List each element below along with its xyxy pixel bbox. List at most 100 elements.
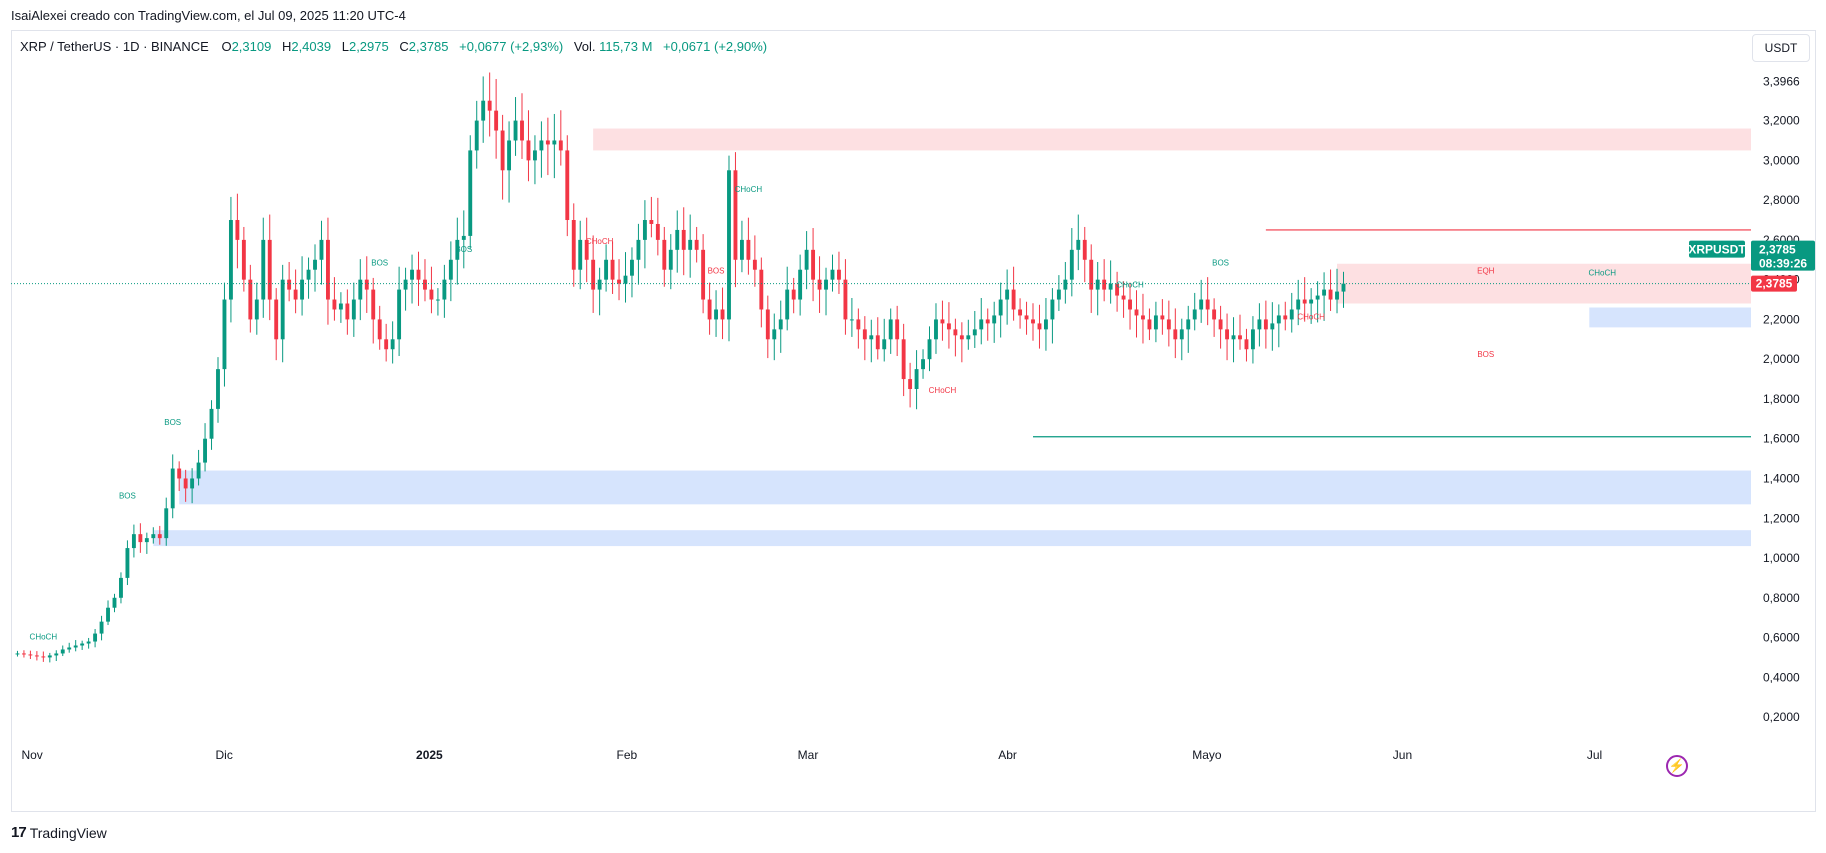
close-label: C <box>399 39 409 54</box>
close-value: 2,3785 <box>408 39 449 54</box>
candle-body <box>15 653 20 655</box>
candle-body <box>86 641 91 644</box>
candle-body <box>390 339 395 350</box>
candle-body <box>254 299 259 320</box>
candle-body <box>429 289 434 300</box>
candle-body <box>60 649 65 654</box>
candle-body <box>1335 291 1339 300</box>
candle-body <box>468 150 473 236</box>
currency-button[interactable]: USDT <box>1752 34 1810 62</box>
candle-body <box>1283 315 1288 320</box>
candle-body <box>216 369 220 409</box>
candle-body <box>1270 323 1275 330</box>
y-tick-label: 2,8000 <box>1763 193 1800 207</box>
candle-body <box>985 319 990 324</box>
structure-label: CHoCH <box>1297 312 1325 321</box>
candle-body <box>1225 329 1229 340</box>
demand-zone <box>179 470 1751 505</box>
candle-body <box>1089 259 1094 290</box>
symbol-title[interactable]: XRP / TetherUS · 1D · BINANCE <box>20 39 209 54</box>
candle-body <box>1250 329 1255 350</box>
candle-body <box>397 289 402 340</box>
high-value: 2,4039 <box>291 39 332 54</box>
candle-body <box>1205 299 1210 310</box>
candle-body <box>93 633 98 642</box>
candle-body <box>875 335 880 350</box>
candle-body <box>752 259 757 270</box>
candle-body <box>1328 289 1333 300</box>
candle-body <box>1296 299 1301 310</box>
candle-body <box>649 220 654 224</box>
chart-frame <box>11 30 1816 812</box>
candle-body <box>746 239 751 260</box>
candle-body <box>946 323 951 330</box>
candle-body <box>921 359 925 370</box>
candle-body <box>1011 289 1016 310</box>
candle-body <box>487 100 492 111</box>
candle-body <box>578 239 583 270</box>
candle-body <box>1257 319 1262 330</box>
candle-body <box>306 269 311 280</box>
volume-value: 115,73 M <box>599 39 653 54</box>
candle-body <box>267 239 272 300</box>
candle-body <box>203 438 207 463</box>
change-value: +0,0677 (+2,93%) <box>459 39 564 54</box>
candle-body <box>448 259 453 280</box>
price-chart[interactable]: CHoCH BOS BOS BOS BOS CHoCH CHoCH BOS CHoCH CHoCH… <box>11 31 1815 811</box>
candle-body <box>778 319 783 330</box>
candle-body <box>759 269 764 310</box>
candle-body <box>1076 239 1081 250</box>
candle-body <box>209 408 214 439</box>
candle-body <box>1063 279 1068 290</box>
candle-body <box>507 140 512 171</box>
candle-body <box>280 279 285 340</box>
candle-body <box>1108 283 1113 290</box>
candle-body <box>235 220 240 240</box>
candle-body <box>403 279 408 290</box>
structure-label: BOS <box>1477 350 1494 359</box>
candle-body <box>455 239 460 260</box>
candle-body <box>47 655 52 658</box>
candle-body <box>610 259 615 280</box>
candle-body <box>34 655 39 657</box>
candle-body <box>584 239 589 260</box>
candle-body <box>617 279 621 284</box>
volume-label: Vol. <box>573 39 596 54</box>
candle-body <box>765 309 770 340</box>
candle-body <box>1244 339 1249 350</box>
volume-change-value: +0,0671 (+2,90%) <box>663 39 768 54</box>
x-tick-label: Nov <box>21 748 42 762</box>
candle-body <box>73 645 78 648</box>
candle-body <box>830 269 835 280</box>
candle-body <box>688 239 693 250</box>
candle-body <box>287 279 292 290</box>
lightning-icon[interactable]: ⚡ <box>1666 755 1688 777</box>
candle-body <box>1044 319 1048 330</box>
demand-zone <box>153 530 1752 547</box>
candle-body <box>862 329 867 340</box>
candle-body <box>908 379 913 390</box>
candle-body <box>364 279 369 290</box>
candle-body <box>1115 283 1120 296</box>
candle-body <box>99 621 104 634</box>
x-tick-label: Abr <box>998 748 1017 762</box>
candle-body <box>720 309 725 320</box>
candle-body <box>228 220 233 300</box>
low-value: 2,2975 <box>348 39 389 54</box>
candle-body <box>513 120 518 141</box>
candle-body <box>345 303 350 320</box>
candle-body <box>888 319 893 340</box>
candle-body <box>371 289 376 320</box>
candle-body <box>274 299 279 340</box>
structure-label: CHoCH <box>1116 281 1144 290</box>
y-tick-label: 0,2000 <box>1763 710 1800 724</box>
candle-body <box>604 259 609 280</box>
candle-body <box>979 319 984 330</box>
candle-body <box>1069 249 1074 280</box>
candle-body <box>164 508 169 539</box>
candle-body <box>959 335 964 340</box>
candle-body <box>843 279 848 320</box>
chart-credit: IsaiAlexei creado con TradingView.com, e… <box>11 8 406 23</box>
candle-body <box>804 249 809 270</box>
countdown-text: 08:39:26 <box>1759 257 1807 271</box>
